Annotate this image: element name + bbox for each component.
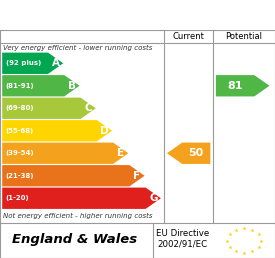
Polygon shape (2, 165, 145, 187)
Text: (69-80): (69-80) (6, 105, 34, 111)
Text: Potential: Potential (226, 32, 263, 41)
Polygon shape (2, 75, 79, 96)
Text: (39-54): (39-54) (6, 150, 34, 156)
Polygon shape (2, 120, 112, 141)
Polygon shape (2, 188, 161, 209)
Text: 50: 50 (189, 148, 204, 158)
Polygon shape (2, 53, 63, 74)
Text: England & Wales: England & Wales (12, 233, 137, 246)
Text: (81-91): (81-91) (6, 83, 34, 89)
Text: E: E (117, 148, 124, 158)
Polygon shape (216, 75, 270, 96)
Text: (21-38): (21-38) (6, 173, 34, 179)
Text: D: D (100, 126, 109, 136)
Text: (92 plus): (92 plus) (6, 60, 41, 66)
Text: B: B (68, 81, 76, 91)
Text: Very energy efficient - lower running costs: Very energy efficient - lower running co… (3, 45, 153, 51)
Text: A: A (52, 58, 60, 68)
Text: (1-20): (1-20) (6, 195, 29, 201)
Text: Current: Current (172, 32, 204, 41)
Text: 81: 81 (227, 81, 243, 91)
Text: EU Directive
2002/91/EC: EU Directive 2002/91/EC (156, 230, 210, 249)
Text: (55-68): (55-68) (6, 128, 34, 134)
Polygon shape (2, 143, 128, 164)
Polygon shape (167, 143, 210, 164)
Text: C: C (84, 103, 92, 113)
Polygon shape (2, 98, 96, 119)
Text: Not energy efficient - higher running costs: Not energy efficient - higher running co… (3, 213, 153, 219)
Text: F: F (133, 171, 141, 181)
Text: Energy Efficiency Rating: Energy Efficiency Rating (8, 8, 210, 23)
Text: G: G (149, 193, 158, 203)
